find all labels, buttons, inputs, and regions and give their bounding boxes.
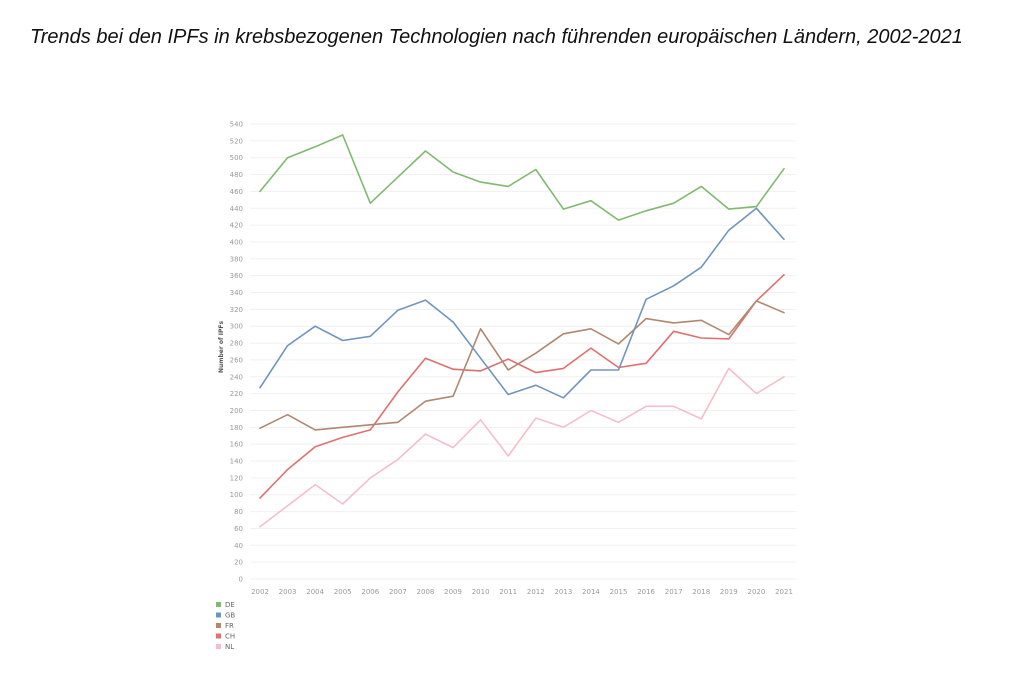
y-tick-label: 400	[230, 238, 243, 246]
x-tick-label: 2019	[720, 588, 738, 596]
x-tick-label: 2013	[554, 588, 572, 596]
grid-lines	[250, 123, 796, 580]
y-tick-label: 0	[239, 576, 243, 584]
series-line-de	[259, 134, 785, 221]
x-tick-label: 2009	[444, 588, 462, 596]
y-tick-label: 340	[230, 289, 243, 297]
y-tick-label: 320	[230, 306, 243, 314]
y-tick-label: 120	[230, 474, 243, 482]
y-tick-label: 80	[234, 508, 243, 516]
x-tick-label: 2016	[637, 588, 655, 596]
y-tick-label: 300	[230, 323, 243, 331]
y-tick-label: 100	[230, 491, 243, 499]
x-tick-label: 2021	[775, 588, 793, 596]
y-tick-label: 520	[230, 137, 243, 145]
y-tick-label: 280	[230, 340, 243, 348]
y-tick-label: 180	[230, 424, 243, 432]
y-tick-label: 500	[230, 154, 243, 162]
legend-swatch-ch	[216, 633, 221, 639]
y-tick-label: 40	[234, 542, 243, 550]
x-tick-label: 2003	[279, 588, 297, 596]
x-tick-label: 2017	[665, 588, 683, 596]
legend-label-gb: GB	[225, 612, 235, 620]
x-tick-label: 2012	[527, 588, 545, 596]
series-line-ch	[259, 273, 785, 499]
y-tick-label: 60	[234, 525, 243, 533]
x-tick-label: 2015	[610, 588, 628, 596]
legend-label-de: DE	[225, 601, 235, 609]
x-tick-label: 2002	[251, 588, 269, 596]
x-tick-label: 2005	[334, 588, 352, 596]
x-tick-label: 2006	[361, 588, 379, 596]
x-tick-label: 2007	[389, 588, 407, 596]
y-tick-label: 140	[230, 458, 243, 466]
x-tick-label: 2010	[472, 588, 490, 596]
x-tick-label: 2008	[417, 588, 435, 596]
y-tick-label: 240	[230, 373, 243, 381]
y-axis-label: Number of IPFs	[218, 321, 225, 374]
y-tick-label: 420	[230, 222, 243, 230]
y-tick-label: 380	[230, 255, 243, 263]
x-tick-label: 2004	[306, 588, 324, 596]
chart-title: Trends bei den IPFs in krebsbezogenen Te…	[30, 26, 963, 48]
y-tick-label: 360	[230, 272, 243, 280]
legend-label-fr: FR	[225, 622, 234, 630]
legend-label-nl: NL	[225, 643, 234, 651]
series-line-gb	[259, 207, 785, 399]
y-tick-label: 540	[230, 121, 243, 129]
series-line-fr	[259, 300, 785, 431]
x-tick-label: 2018	[692, 588, 710, 596]
y-tick-label: 160	[230, 441, 243, 449]
x-tick-label: 2011	[499, 588, 517, 596]
y-tick-label: 20	[234, 559, 243, 567]
legend-label-ch: CH	[225, 633, 235, 641]
y-tick-label: 220	[230, 390, 243, 398]
x-tick-label: 2020	[748, 588, 766, 596]
x-axis: 2002 2003 2004 2005 2006 2007 2008 2009 2010 2011…	[251, 588, 793, 596]
x-tick-label: 2014	[582, 588, 600, 596]
legend-swatch-fr	[216, 623, 221, 628]
y-tick-label: 440	[230, 205, 243, 213]
y-tick-label: 480	[230, 171, 243, 179]
y-tick-label: 200	[230, 407, 243, 415]
y-tick-label: 260	[230, 356, 243, 364]
legend-swatch-gb	[216, 612, 221, 618]
legend-swatch-nl	[216, 644, 221, 649]
series-lines	[259, 134, 785, 528]
y-axis: 0 20 40 60 80 100 120 140 160 180 200 220 240 260 280 3…	[230, 121, 243, 584]
legend-swatch-de	[216, 602, 221, 607]
legend: DE GB FR CH NL	[216, 601, 235, 651]
y-tick-label: 460	[230, 188, 243, 196]
series-line-nl	[259, 367, 785, 528]
